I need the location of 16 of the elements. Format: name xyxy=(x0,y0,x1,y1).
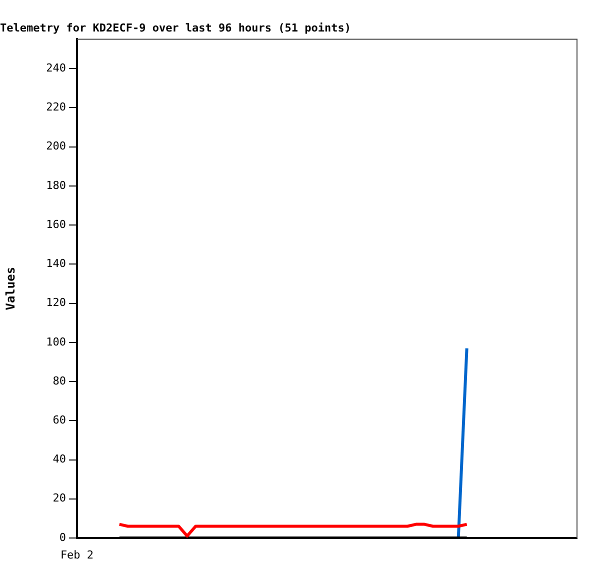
y-tick-label: 140 xyxy=(46,257,66,270)
y-tick-label: 40 xyxy=(52,452,66,466)
y-tick-label: 0 xyxy=(59,530,66,544)
y-tick-label: 120 xyxy=(46,296,66,310)
y-tick-label: 20 xyxy=(52,492,66,505)
y-tick-label: 220 xyxy=(46,100,66,114)
chart-title: Telemetry for KD2ECF-9 over last 96 hours (51 points) xyxy=(0,21,351,34)
y-tick-label: 200 xyxy=(46,140,66,153)
y-tick-label: 180 xyxy=(46,178,66,192)
y-tick-label: 100 xyxy=(46,335,66,348)
text: Feb 2 xyxy=(60,548,94,562)
y-tick-label: 240 xyxy=(46,61,66,74)
y-tick-label: 60 xyxy=(52,413,66,426)
y-tick-label: 80 xyxy=(52,374,66,388)
y-tick-label: 160 xyxy=(46,218,66,231)
y-axis-title: Values xyxy=(3,266,18,310)
